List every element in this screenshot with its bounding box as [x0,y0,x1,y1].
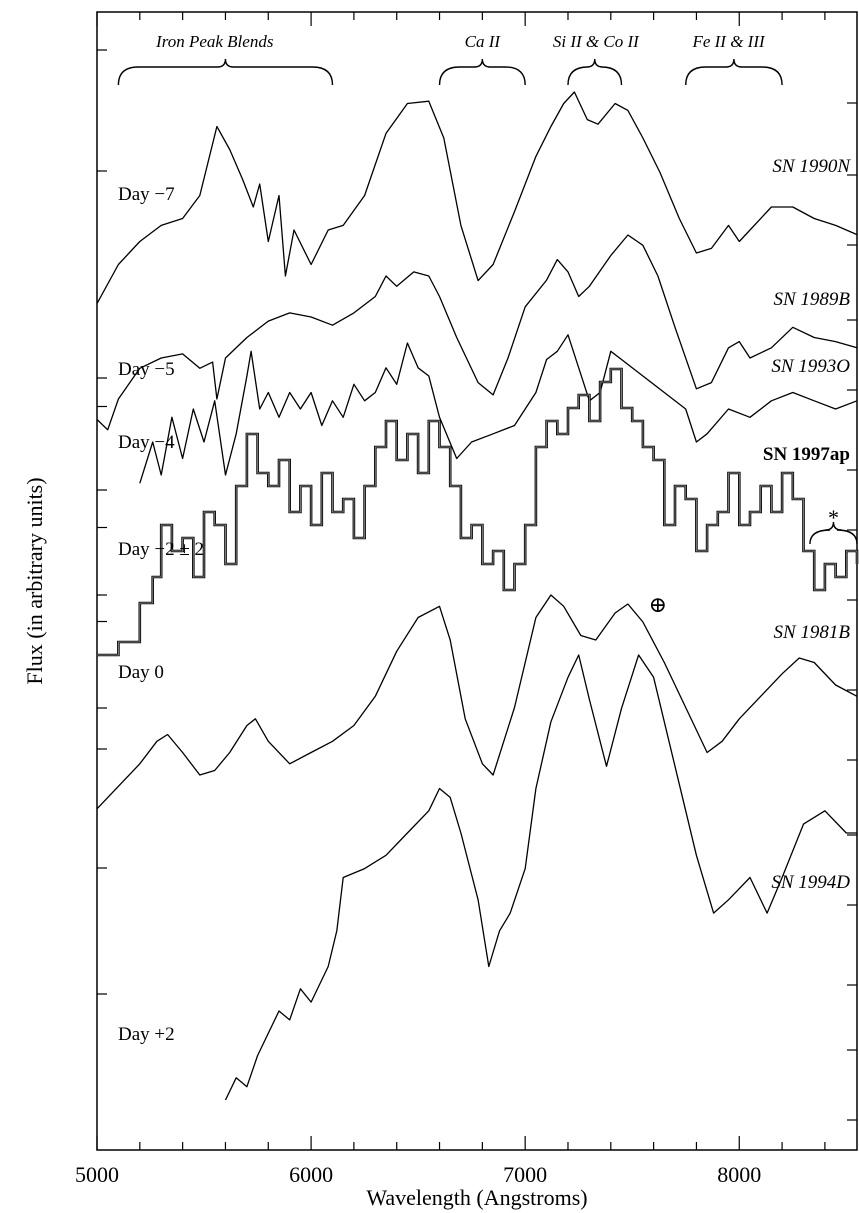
series-day-label: Day 0 [118,662,164,683]
telluric-mark: ⊕ [649,592,667,617]
series-day-label: Day −2 ± 2 [118,539,204,560]
series-name-label: SN 1997ap [763,444,850,465]
annotation-label: Fe II & III [691,32,766,51]
series-name-label: SN 1981B [773,622,850,643]
series-day-label: Day +2 [118,1024,175,1045]
annotation-brace [438,58,526,86]
series-day-label: Day −5 [118,359,175,380]
annotation-brace [567,58,623,86]
annotation-brace [685,58,783,86]
spectrum-line-1 [96,234,858,431]
series-name-label: SN 1994D [771,872,850,893]
spectrum-line-4 [96,594,858,810]
annotation-brace [117,58,334,86]
spectrum-line-2 [139,334,858,484]
series-name-label: SN 1989B [773,289,850,310]
spectrum-line-5 [224,654,857,1101]
spectrum-line-highlight-3 [97,368,858,656]
x-tick-label: 5000 [75,1162,119,1187]
x-tick-label: 7000 [503,1162,547,1187]
series-name-label: SN 1990N [772,156,851,177]
series-day-label: Day −7 [118,184,175,205]
annotation-label: Iron Peak Blends [155,32,274,51]
annotation-label: Si II & Co II [553,32,640,51]
annotation-label: Ca II [465,32,502,51]
asterisk-brace [809,521,858,545]
series-day-label: Day −4 [118,432,175,453]
x-tick-label: 6000 [289,1162,333,1187]
y-axis-label: Flux (in arbitrary units) [22,477,47,684]
x-axis-label: Wavelength (Angstroms) [366,1185,587,1210]
series-name-label: SN 1993O [771,356,850,377]
plot-frame [96,11,858,1151]
asterisk-mark: * [828,505,839,530]
spectrum-line-0 [96,91,858,304]
x-tick-label: 8000 [717,1162,761,1187]
